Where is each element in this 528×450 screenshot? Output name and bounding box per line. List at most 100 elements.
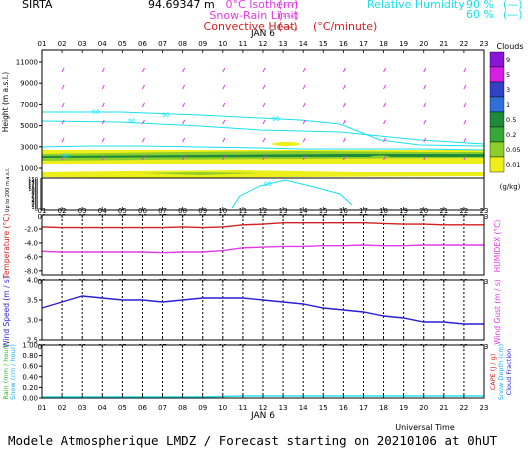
wind-barb xyxy=(423,84,427,90)
axis-label: Wind Speed (m / s) xyxy=(2,276,11,348)
hour-tick-label: 03 xyxy=(78,207,87,215)
cloud-band-low-yellow xyxy=(42,170,484,178)
wind-barb xyxy=(423,67,427,73)
hour-tick-label: 23 xyxy=(480,404,489,412)
wind-barb xyxy=(61,102,65,108)
legend-label: Snow-Rain Limit xyxy=(209,9,298,22)
colorbar-swatch xyxy=(489,126,505,143)
hour-tick-label: 03 xyxy=(78,404,87,412)
hour-tick-label: 11 xyxy=(238,40,247,48)
colorbar-swatch xyxy=(489,51,505,68)
wind-barb xyxy=(101,155,105,161)
hour-tick-label: 13 xyxy=(279,404,288,412)
colorbar-tick-label: 0.05 xyxy=(506,146,520,154)
hour-tick-label: 06 xyxy=(138,40,147,48)
wind-barb xyxy=(423,137,427,143)
series-line xyxy=(41,244,484,254)
hour-tick-label: 15 xyxy=(319,404,328,412)
wind-barb xyxy=(463,84,467,90)
hour-tick-label: 08 xyxy=(178,40,187,48)
legend-label: 0°C Isotherm xyxy=(226,0,298,11)
wind-barb xyxy=(302,67,306,73)
y-tick-label: -8.0 xyxy=(24,267,38,275)
wind-barb xyxy=(463,102,467,108)
colorbar-title: Clouds xyxy=(496,42,523,51)
hour-tick-label: 12 xyxy=(259,40,268,48)
hour-tick-label: 23 xyxy=(480,207,489,215)
colorbar-tick-label: 0.2 xyxy=(506,131,516,139)
hour-tick-label: 01 xyxy=(38,207,47,215)
wind-barb xyxy=(182,155,186,161)
hour-tick-label: 06 xyxy=(138,404,147,412)
hour-tick-label: 20 xyxy=(419,207,428,215)
low-height-tick-label: 70 xyxy=(31,193,38,199)
colorbar-swatch xyxy=(489,96,505,113)
wind-barb xyxy=(383,84,386,90)
wind-barb xyxy=(101,67,105,73)
wind-barb xyxy=(383,119,386,125)
hour-tick-label: 10 xyxy=(218,207,227,215)
axis-label: HUMIDEX (°C) xyxy=(493,220,502,273)
site-altitude: 94.69347 m xyxy=(148,0,215,11)
wind-barb xyxy=(262,67,266,73)
hour-tick-label: 04 xyxy=(98,40,107,48)
hour-tick-label: 19 xyxy=(399,404,408,412)
y-tick-label: 3.0 xyxy=(27,317,38,325)
hour-tick-label: 08 xyxy=(178,404,187,412)
wind-barb xyxy=(262,119,266,125)
hour-tick-label: 02 xyxy=(58,207,67,215)
wind-barb xyxy=(61,119,65,125)
wind-barb xyxy=(342,137,346,143)
hour-tick-label: 14 xyxy=(299,404,308,412)
y-tick-label: 0.20 xyxy=(22,384,38,392)
wind-barb xyxy=(463,137,467,143)
rh-contour-upper xyxy=(42,111,485,147)
hour-tick-label: 07 xyxy=(158,404,167,412)
colorbar-swatch xyxy=(489,66,505,83)
hour-tick-label: 01 xyxy=(38,404,47,412)
temperature-panel: 01 02 03 04 05 06 07 08 09 10 11 12 13 14 15 16 17 18 19 20… xyxy=(2,207,502,279)
hour-tick-label: 13 xyxy=(279,40,288,48)
wind-barb xyxy=(342,84,346,90)
wind-barb xyxy=(222,137,226,143)
axis-label: Rain (mm / hour) xyxy=(2,344,10,399)
hour-tick-label: 22 xyxy=(459,207,468,215)
y-tick-label: 0.00 xyxy=(22,395,38,403)
height-tick-label: 11000 xyxy=(16,59,38,67)
low-height-tick-label: 0 xyxy=(35,207,38,213)
hour-tick-label: 19 xyxy=(399,207,408,215)
hour-tick-label: 22 xyxy=(459,40,468,48)
wind-barb xyxy=(142,84,145,90)
colorbar-tick-label: 3 xyxy=(506,86,510,94)
y-tick-label: -4.0 xyxy=(24,239,38,247)
hour-tick-label: 23 xyxy=(480,40,489,48)
colorbar-tick-label: 9 xyxy=(506,56,510,64)
axis-label: Cloud Fraction xyxy=(505,349,513,396)
hour-tick-label: 19 xyxy=(399,40,408,48)
wind-barb xyxy=(182,84,186,90)
low-height-tick-label: 20 xyxy=(31,203,38,209)
hour-tick-label: 10 xyxy=(218,40,227,48)
wind-barb xyxy=(262,155,266,161)
y-tick-label: -2.0 xyxy=(24,225,38,233)
axis-label: CAPE (J / g) xyxy=(489,354,497,391)
height-tick-label: 9000 xyxy=(20,80,38,88)
hour-tick-label: 21 xyxy=(439,207,448,215)
wind-barb xyxy=(342,119,346,125)
hour-tick-label: 18 xyxy=(379,404,388,412)
low-height-tick-label: 30 xyxy=(31,201,38,207)
rh-contour-label: 90 xyxy=(264,181,272,188)
hour-tick-label: 12 xyxy=(259,207,268,215)
hour-tick-label: 04 xyxy=(98,404,107,412)
height-tick-label: 3000 xyxy=(20,143,38,151)
wind-barb xyxy=(383,102,386,108)
wind-barb xyxy=(182,119,186,125)
wind-barb xyxy=(342,67,346,73)
low-height-tick-label: 120 xyxy=(28,183,38,189)
x-axis-title: Universal Time xyxy=(395,423,455,432)
rh-contour-label: 90 xyxy=(92,109,100,116)
wind-barb xyxy=(101,102,105,108)
height-tick-label: 7000 xyxy=(20,101,38,109)
height-tick-label: 5000 xyxy=(20,122,38,130)
